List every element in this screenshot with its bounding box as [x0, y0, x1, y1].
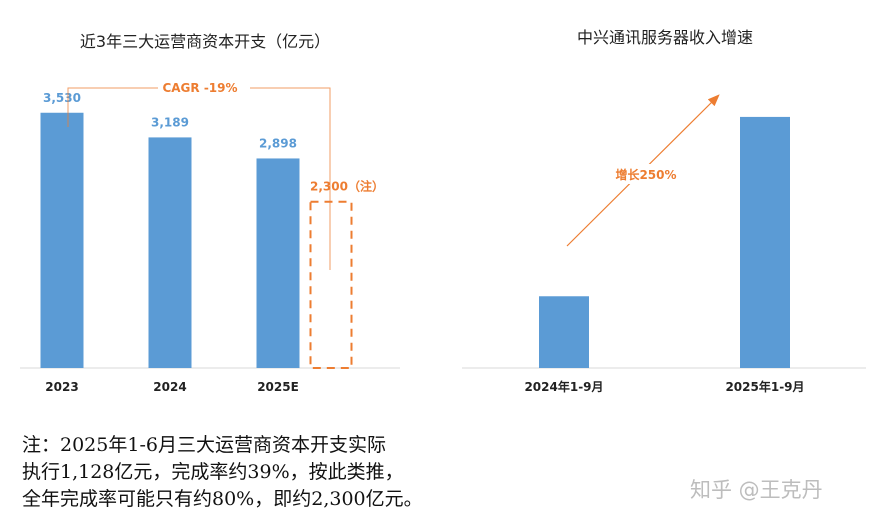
left-chart-title: 近3年三大运营商资本开支（亿元）: [80, 32, 330, 51]
data-label: 2,300（注）: [310, 179, 384, 194]
x-tick-label: 2024年1-9月: [524, 379, 603, 394]
note-line-3: 全年完成率可能只有约80%，即约2,300亿元。: [22, 488, 423, 510]
note-line-1: 注：2025年1-6月三大运营商资本开支实际: [22, 434, 386, 456]
bar: [539, 296, 589, 368]
watermark: 知乎 @王克丹: [690, 478, 823, 502]
x-tick-label: 2025E: [257, 380, 299, 394]
left-chart: 近3年三大运营商资本开支（亿元） 3,530 2023 3,189 2024 2,898…: [20, 32, 400, 394]
note-line-2: 执行1,128亿元，完成率约39%，按此类推，: [22, 461, 404, 483]
x-tick-label: 2024: [153, 380, 186, 394]
data-label: 3,189: [151, 115, 189, 129]
data-label: 3,530: [43, 91, 81, 105]
bar: [148, 137, 192, 368]
bar-projected: [309, 200, 353, 369]
right-chart-title: 中兴通讯服务器收入增速: [577, 28, 753, 47]
right-chart: 中兴通讯服务器收入增速 2024年1-9月 2025年1-9月 增长250%: [462, 28, 866, 394]
bar: [40, 112, 84, 368]
x-tick-label: 2025年1-9月: [725, 379, 804, 394]
bar: [256, 158, 300, 368]
cagr-bracket-right: [250, 87, 331, 270]
bar: [740, 116, 790, 368]
x-tick-label: 2023: [45, 380, 78, 394]
cagr-annotation: CAGR -19%: [162, 81, 237, 95]
data-label: 2,898: [259, 136, 297, 150]
cagr-bracket-left: [67, 87, 158, 127]
growth-annotation: 增长250%: [615, 167, 676, 182]
growth-label-bg: [606, 164, 686, 184]
